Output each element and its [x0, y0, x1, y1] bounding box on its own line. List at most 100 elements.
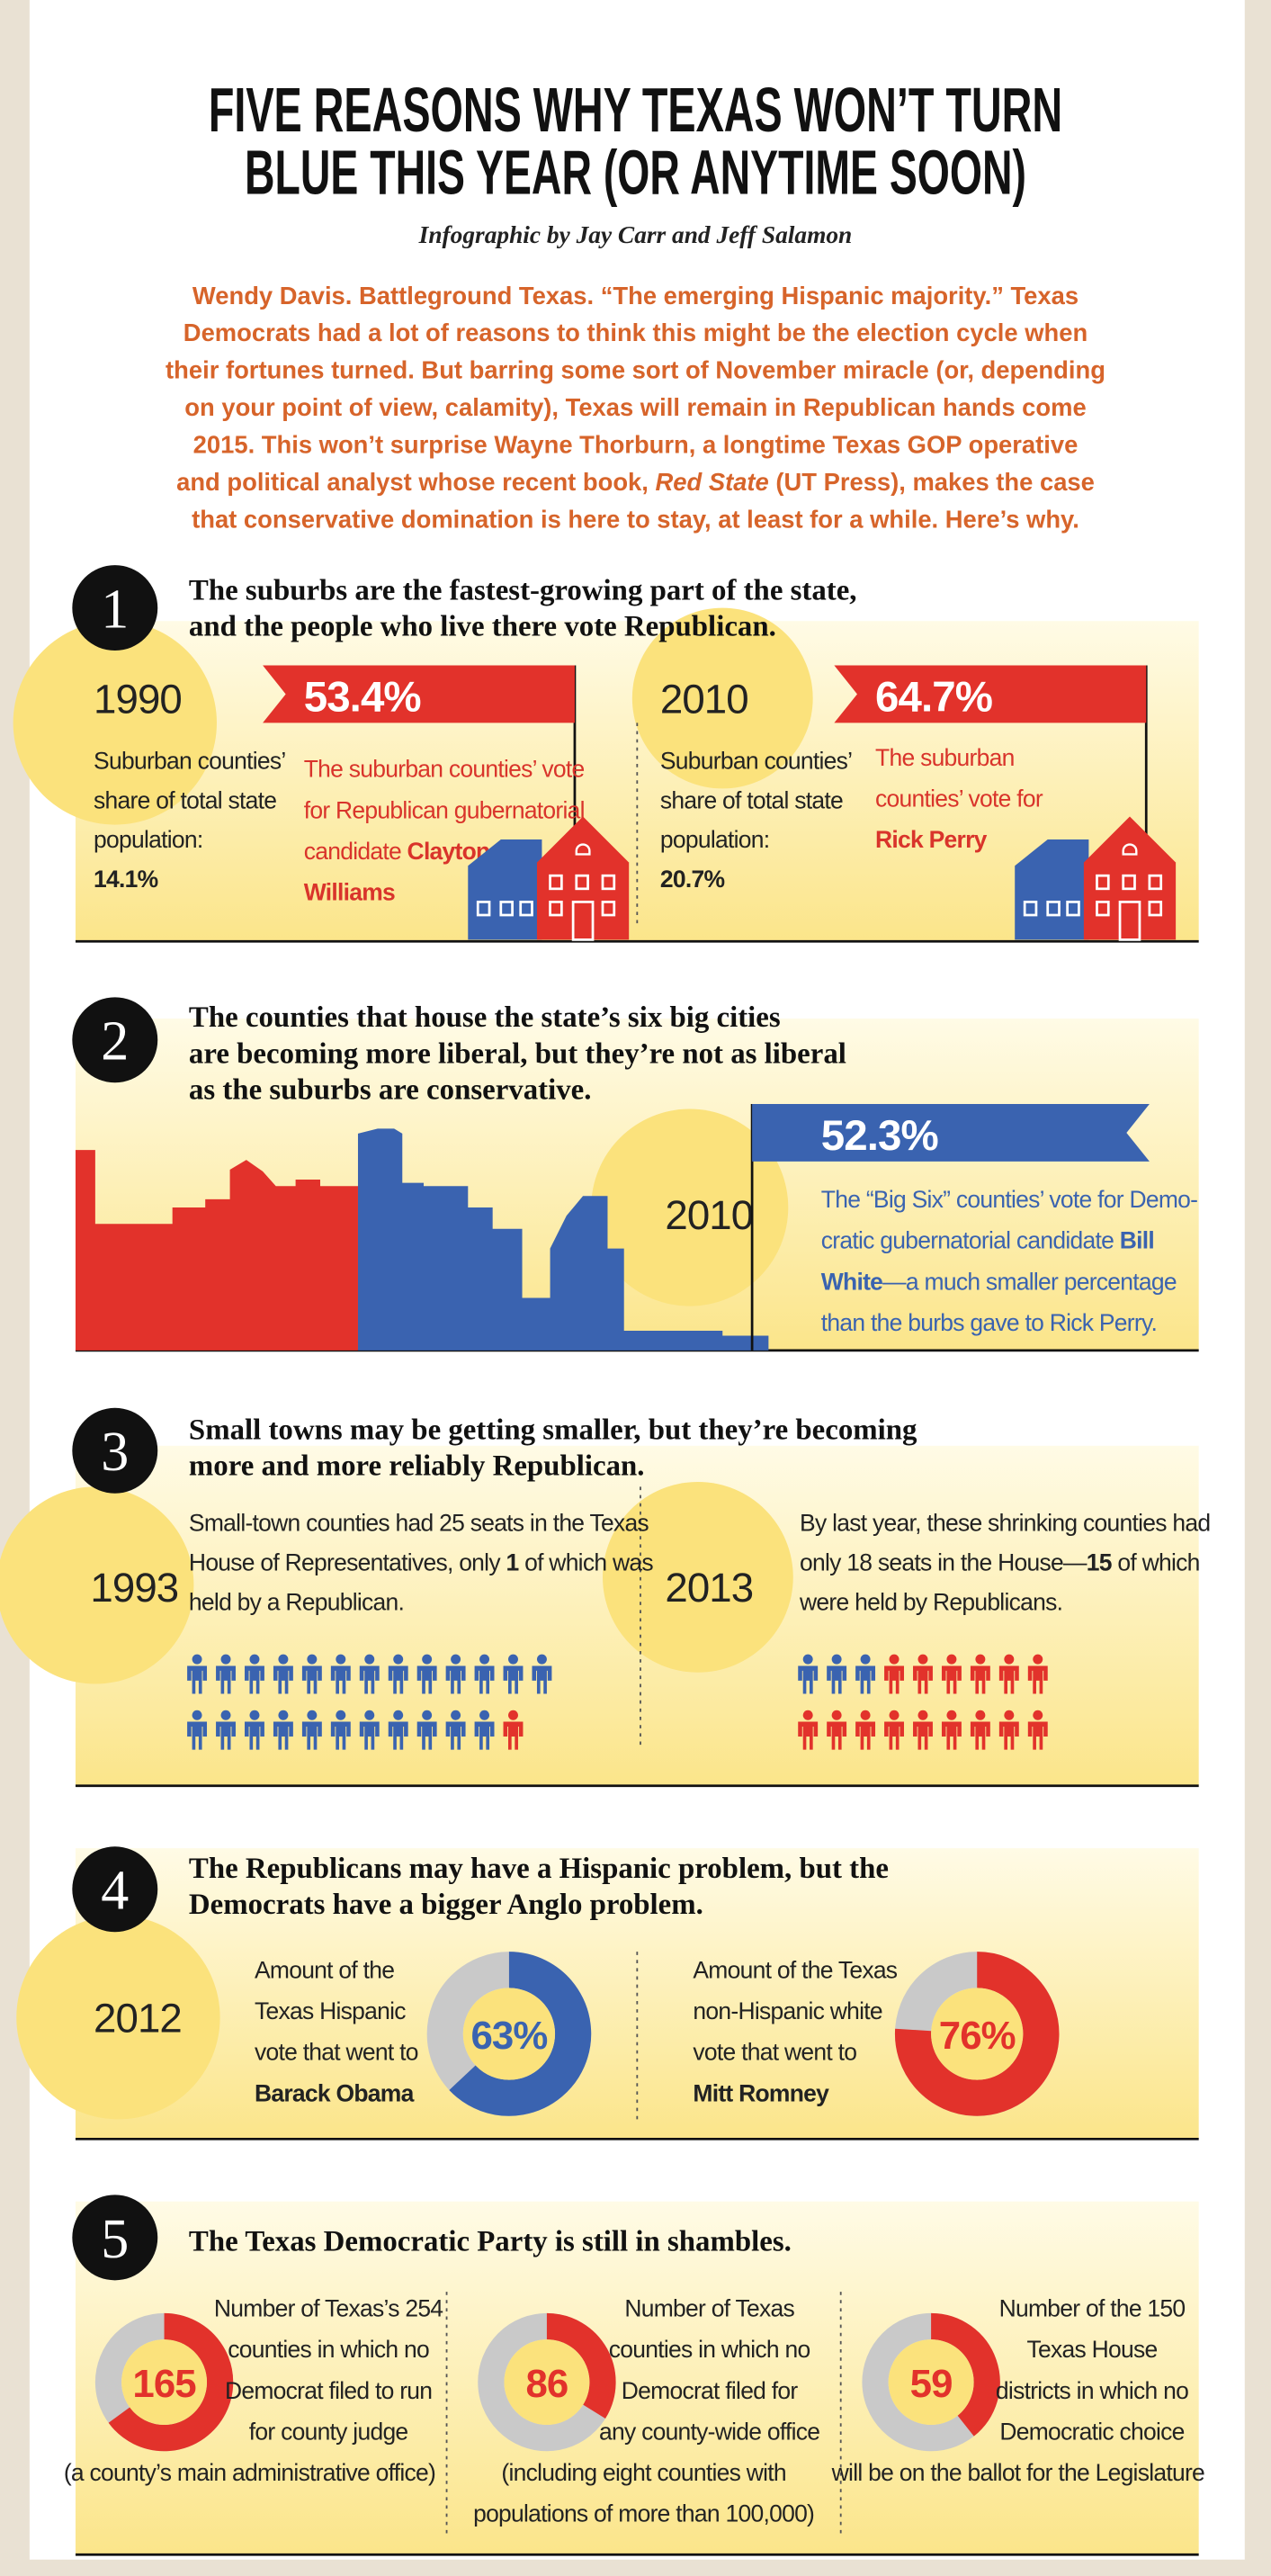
text-segment: of which was: [518, 1549, 653, 1576]
text-segment: White: [821, 1268, 882, 1295]
text-line: counties’ vote for: [875, 785, 1043, 812]
icon-body: [998, 1665, 1019, 1694]
window: [549, 874, 563, 891]
seat-icon: [187, 1654, 208, 1694]
section-number: 3: [101, 1422, 129, 1483]
number-badge: [72, 997, 158, 1083]
text-segment: Rick Perry: [875, 826, 988, 853]
icon-body: [416, 1721, 437, 1750]
icon-head: [479, 1710, 490, 1720]
seat-icon: [273, 1710, 293, 1750]
text-line: Small towns may be getting smaller, but …: [189, 1414, 917, 1446]
text-line: counties in which no: [228, 2336, 429, 2363]
text-line: more and more reliably Republican.: [189, 1450, 645, 1483]
year-circle: [16, 1915, 220, 2120]
icon-body: [913, 1721, 933, 1750]
seat-icon: [827, 1654, 847, 1694]
icon-body: [216, 1721, 236, 1750]
window: [499, 901, 514, 917]
text-line: Democrats have a bigger Anglo problem.: [189, 1889, 703, 1921]
house-red: [536, 816, 630, 940]
icon-body: [503, 1721, 524, 1750]
text-line: were held by Republicans.: [799, 1588, 1062, 1615]
year-circle: [631, 607, 813, 789]
text-line: The suburban: [875, 744, 1015, 771]
text-line: Amount of the Texas: [693, 1956, 897, 1983]
window: [1122, 874, 1136, 891]
icon-head: [393, 1710, 404, 1720]
text-line: Amount of the: [255, 1956, 394, 1983]
door: [571, 901, 595, 941]
text-line: share of total state: [94, 786, 276, 813]
byline: Infographic by Jay Carr and Jeff Salamon: [418, 221, 853, 248]
text-segment: 15: [1087, 1549, 1112, 1576]
text-line: for county judge: [249, 2418, 408, 2445]
text-line: and political analyst whose recent book,…: [176, 468, 1095, 496]
icon-head: [536, 1654, 547, 1665]
icon-body: [998, 1721, 1019, 1750]
donut-center: [504, 2339, 590, 2426]
icon-head: [278, 1710, 289, 1720]
text-segment: Bill: [1120, 1227, 1154, 1254]
icon-body: [941, 1721, 962, 1750]
icon-head: [220, 1654, 231, 1665]
icon-body: [913, 1665, 933, 1694]
icon-body: [445, 1665, 466, 1694]
icon-head: [479, 1654, 490, 1665]
icon-head: [860, 1654, 871, 1665]
text-line: 20.7%: [660, 866, 725, 893]
donut-label: 59: [910, 2362, 953, 2406]
seat-icon: [445, 1710, 466, 1750]
seat-icon: [503, 1710, 524, 1750]
seat-icon: [359, 1654, 380, 1694]
seat-icon: [301, 1654, 322, 1694]
text-line: The suburban counties’ vote: [304, 756, 585, 783]
text-line: Democratic choice: [999, 2418, 1184, 2445]
text-line: only 18 seats in the House—15 of which: [800, 1549, 1200, 1576]
title: BLUE THIS YEAR (OR ANYTIME SOON): [245, 137, 1026, 207]
icon-body: [855, 1665, 876, 1694]
text-line: Number of the 150: [999, 2295, 1186, 2322]
text-line: their fortunes turned. But barring some …: [166, 356, 1105, 384]
seat-icon: [187, 1710, 208, 1750]
house-red: [1083, 816, 1177, 940]
text-segment: House of Representatives, only: [189, 1549, 506, 1576]
text-line: counties in which no: [609, 2336, 810, 2363]
window: [519, 901, 533, 917]
donut-center: [462, 1988, 556, 2080]
text-line: cratic gubernatorial candidate Bill: [821, 1227, 1154, 1254]
year-circle: [0, 1486, 194, 1684]
number-badge: [72, 565, 158, 651]
icon-body: [1027, 1665, 1048, 1694]
icon-body: [474, 1721, 495, 1750]
year: 1993: [90, 1565, 178, 1611]
text-segment: candidate: [304, 838, 407, 865]
icon-head: [508, 1654, 518, 1665]
flag: [263, 665, 575, 723]
icon-body: [388, 1665, 408, 1694]
icon-body: [827, 1721, 847, 1750]
seat-icon: [913, 1654, 933, 1694]
icon-body: [301, 1665, 322, 1694]
icon-body: [187, 1721, 208, 1750]
seat-icon: [998, 1654, 1019, 1694]
text-line: The Texas Democratic Party is still in s…: [189, 2225, 792, 2257]
window: [549, 901, 563, 917]
seat-icon: [855, 1654, 876, 1694]
icon-head: [889, 1654, 900, 1665]
icon-head: [307, 1710, 318, 1720]
donut-center: [931, 1988, 1024, 2080]
year-circle: [591, 1108, 789, 1306]
icon-head: [451, 1710, 461, 1720]
text-line: vote that went to: [693, 2039, 856, 2066]
icon-head: [422, 1710, 433, 1720]
text-line: populations of more than 100,000): [473, 2500, 814, 2527]
window: [1148, 874, 1163, 891]
text-line: any county-wide office: [599, 2418, 819, 2445]
icon-head: [1033, 1710, 1043, 1720]
text-segment: Williams: [304, 879, 395, 906]
attic-window: [1122, 843, 1138, 856]
seat-icon: [330, 1654, 351, 1694]
text-line: districts in which no: [996, 2377, 1188, 2404]
icon-body: [359, 1665, 380, 1694]
